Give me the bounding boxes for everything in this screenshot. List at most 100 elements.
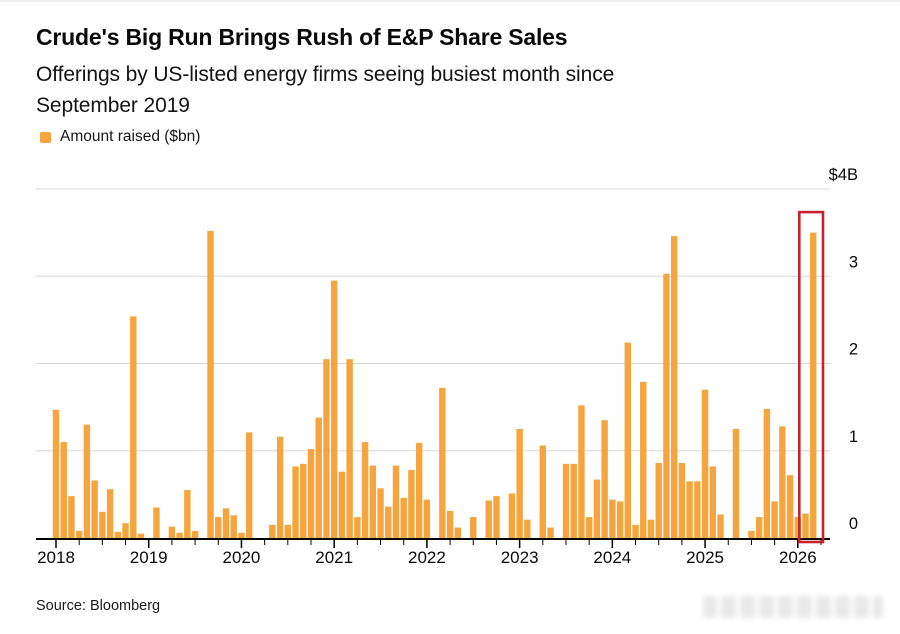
bar <box>346 359 353 538</box>
bar <box>717 514 724 538</box>
bar <box>779 426 786 538</box>
bar <box>570 463 577 538</box>
bar <box>330 280 338 538</box>
bar <box>701 389 709 538</box>
bar <box>547 527 554 538</box>
bar <box>83 424 91 538</box>
bar <box>307 449 315 538</box>
bar <box>763 408 771 538</box>
bar <box>245 432 253 538</box>
window-top-edge <box>0 0 900 2</box>
bar <box>524 519 531 538</box>
bar <box>385 506 392 538</box>
bar <box>91 480 98 539</box>
bar <box>377 488 384 538</box>
bar <box>655 462 662 538</box>
bar <box>392 465 400 538</box>
bar <box>184 490 191 538</box>
bar <box>68 496 75 538</box>
bar <box>686 481 693 538</box>
year-label: 2020 <box>223 548 261 567</box>
bar <box>222 508 230 538</box>
bar <box>423 499 431 538</box>
bar <box>470 517 477 538</box>
bar <box>709 466 716 538</box>
bar <box>191 531 199 538</box>
bar <box>632 524 639 538</box>
bar <box>446 510 454 538</box>
bar <box>439 387 446 538</box>
bar <box>300 463 307 538</box>
bar <box>52 409 60 538</box>
bar <box>802 513 809 538</box>
bar <box>670 236 678 538</box>
bar <box>361 442 369 538</box>
year-label: 2024 <box>593 548 631 567</box>
bar <box>601 420 608 538</box>
bar <box>284 524 292 538</box>
chart-title: Crude's Big Run Brings Rush of E&P Share… <box>36 24 568 50</box>
bar <box>137 533 145 538</box>
bar <box>153 507 160 538</box>
bar <box>408 469 415 538</box>
bar <box>276 436 284 538</box>
bar <box>640 381 647 538</box>
bar <box>794 517 801 538</box>
bar <box>516 428 523 538</box>
bar <box>122 523 129 538</box>
bar <box>230 515 237 539</box>
bar <box>130 316 137 538</box>
bar <box>369 465 377 538</box>
legend-label: Amount raised ($bn) <box>60 128 201 145</box>
source-note: Source: Bloomberg <box>36 598 161 614</box>
legend: Amount raised ($bn) <box>40 128 200 146</box>
bar <box>755 517 763 538</box>
bar <box>609 499 616 538</box>
y-axis-label: $4B <box>829 166 858 184</box>
y-axis-label: 2 <box>849 341 858 359</box>
watermark <box>703 596 883 618</box>
bar <box>106 489 114 538</box>
bar <box>562 463 570 538</box>
bar <box>616 501 624 538</box>
bar <box>215 517 222 538</box>
highlight-box <box>797 210 825 544</box>
bar <box>485 500 492 538</box>
bar <box>647 519 655 538</box>
bar <box>786 475 794 538</box>
bar <box>585 517 593 538</box>
bar <box>114 531 122 538</box>
bar <box>60 442 67 538</box>
bar <box>578 405 585 538</box>
year-label: 2022 <box>408 548 446 567</box>
bar <box>400 497 407 539</box>
y-axis-label: 0 <box>849 515 858 533</box>
year-label: 2021 <box>315 548 353 567</box>
bar <box>323 359 330 538</box>
year-label: 2026 <box>779 548 817 567</box>
bar <box>75 531 83 538</box>
bar <box>315 417 322 538</box>
bar <box>694 481 701 538</box>
y-axis-label: 1 <box>849 428 858 446</box>
bar <box>748 531 755 538</box>
bar <box>415 442 423 538</box>
bar <box>771 501 778 538</box>
y-axis-label: 3 <box>849 253 858 271</box>
bar <box>454 527 462 538</box>
bar <box>663 273 670 538</box>
bar <box>493 496 500 538</box>
bar <box>593 479 601 538</box>
bar <box>508 493 516 538</box>
bar <box>168 526 176 538</box>
bar <box>99 511 106 538</box>
bar <box>678 462 686 538</box>
year-label: 2019 <box>130 548 168 567</box>
bar <box>810 232 817 539</box>
bar <box>238 532 245 538</box>
bar <box>354 517 361 538</box>
bar <box>539 445 547 538</box>
bar <box>292 466 299 538</box>
